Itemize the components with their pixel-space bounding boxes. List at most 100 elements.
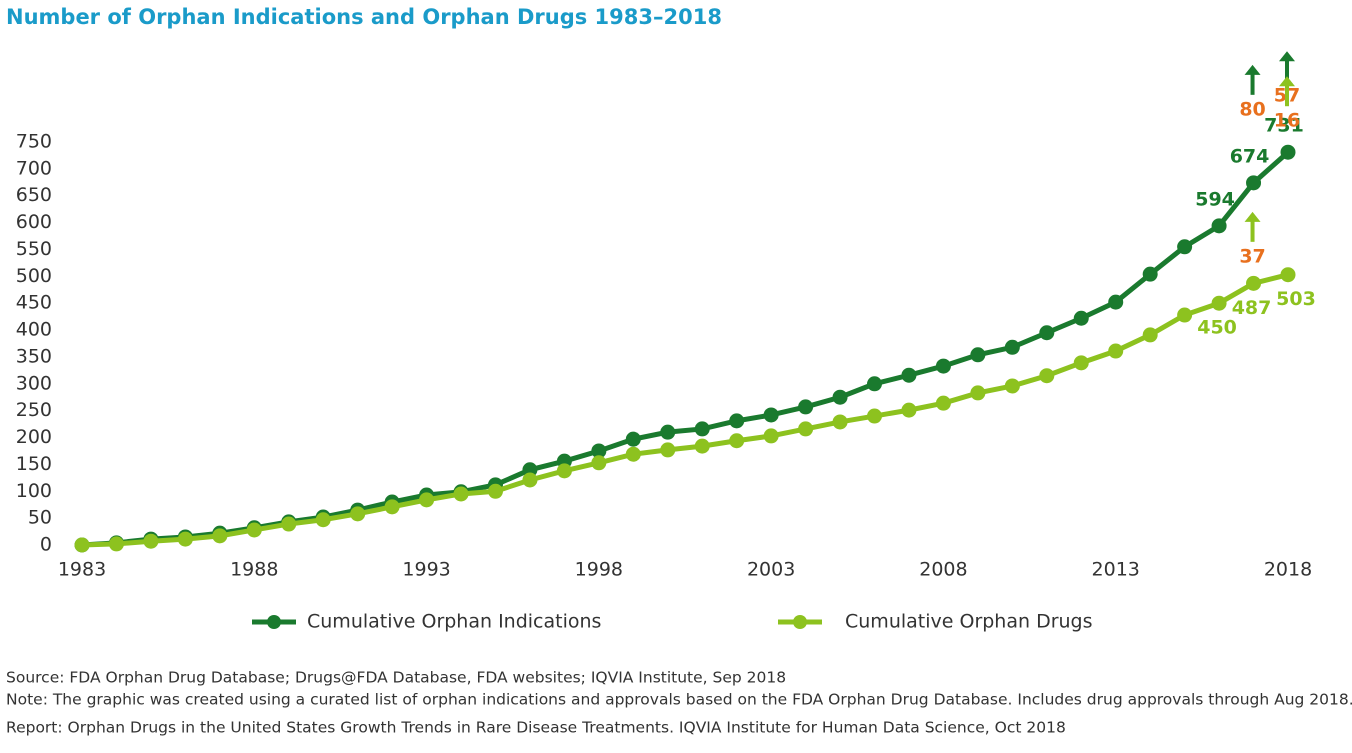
legend-swatch — [793, 615, 807, 629]
point — [901, 367, 917, 383]
series-line — [81, 150, 1290, 548]
x-tick-label: 1983 — [58, 559, 106, 581]
point — [660, 424, 676, 440]
point — [1073, 355, 1089, 371]
point — [1211, 295, 1227, 311]
point — [729, 433, 745, 449]
x-tick-label: 1998 — [575, 559, 623, 581]
x-tick-label: 1993 — [402, 559, 450, 581]
legend-label: Cumulative Orphan Drugs — [845, 611, 1093, 633]
point — [522, 472, 538, 488]
point — [694, 438, 710, 454]
point — [832, 389, 848, 405]
point — [970, 347, 986, 363]
point — [177, 531, 193, 547]
annotation: 80 — [1239, 98, 1265, 120]
point — [74, 537, 90, 553]
point — [315, 512, 331, 528]
y-tick-label: 50 — [28, 507, 52, 529]
data-label: 450 — [1197, 317, 1237, 339]
point — [556, 463, 572, 479]
annotation-arrow — [1244, 64, 1261, 75]
y-tick-label: 400 — [16, 319, 52, 341]
data-label: 594 — [1195, 188, 1235, 210]
point — [453, 486, 469, 502]
data-label: 731 — [1264, 115, 1304, 137]
point — [1280, 267, 1296, 283]
point — [1211, 218, 1227, 234]
point — [1039, 325, 1055, 341]
footnote: Report: Orphan Drugs in the United State… — [6, 719, 1066, 737]
point — [1246, 275, 1262, 291]
point — [1108, 294, 1124, 310]
point — [867, 408, 883, 424]
point — [1177, 239, 1193, 255]
point — [901, 402, 917, 418]
series-line — [81, 272, 1289, 548]
point — [1246, 175, 1262, 191]
data-label: 487 — [1232, 297, 1272, 319]
y-tick-label: 650 — [16, 184, 52, 206]
point — [763, 428, 779, 444]
annotation-arrow — [1279, 76, 1295, 87]
y-tick-label: 700 — [16, 157, 52, 179]
footnote: Source: FDA Orphan Drug Database; Drugs@… — [6, 669, 786, 687]
x-tick-label: 1988 — [230, 559, 278, 581]
point — [935, 395, 951, 411]
point — [832, 414, 848, 430]
point — [660, 442, 676, 458]
point — [591, 443, 607, 459]
point — [867, 376, 883, 392]
point — [212, 528, 228, 544]
annotation-arrow — [1244, 211, 1261, 222]
point — [798, 399, 814, 415]
data-label: 503 — [1276, 288, 1316, 310]
y-tick-label: 100 — [16, 480, 52, 502]
y-tick-label: 750 — [16, 131, 52, 153]
annotation-arrow — [1279, 51, 1295, 62]
legend-swatch — [267, 615, 281, 629]
point — [798, 421, 814, 437]
point — [419, 492, 435, 508]
point — [970, 385, 986, 401]
y-tick-label: 300 — [16, 372, 52, 394]
y-tick-label: 200 — [16, 426, 52, 448]
point — [1142, 327, 1158, 343]
y-tick-label: 250 — [16, 399, 52, 421]
point — [350, 506, 366, 522]
point — [1177, 307, 1193, 323]
point — [1039, 368, 1055, 384]
point — [729, 413, 745, 429]
point — [246, 522, 262, 538]
data-label: 674 — [1230, 145, 1270, 167]
point — [281, 516, 297, 532]
point — [487, 483, 503, 499]
point — [1280, 144, 1296, 160]
y-tick-label: 500 — [16, 265, 52, 287]
point — [935, 358, 951, 374]
chart-title: Number of Orphan Indications and Orphan … — [6, 5, 722, 29]
point — [143, 533, 159, 549]
point — [1142, 266, 1158, 282]
point — [1108, 343, 1124, 359]
y-tick-label: 600 — [16, 211, 52, 233]
point — [1073, 310, 1089, 326]
y-tick-label: 550 — [16, 238, 52, 260]
point — [1004, 339, 1020, 355]
point — [625, 431, 641, 447]
point — [1004, 378, 1020, 394]
annotation: 16 — [1274, 110, 1300, 132]
y-tick-label: 150 — [16, 453, 52, 475]
x-tick-label: 2018 — [1264, 559, 1312, 581]
point — [625, 446, 641, 462]
point — [384, 499, 400, 515]
y-tick-label: 350 — [16, 345, 52, 367]
point — [694, 421, 710, 437]
x-tick-label: 2003 — [747, 559, 795, 581]
y-tick-label: 450 — [16, 292, 52, 314]
footnote: Note: The graphic was created using a cu… — [6, 691, 1352, 709]
x-tick-label: 2008 — [919, 559, 967, 581]
x-tick-label: 2013 — [1092, 559, 1140, 581]
point — [591, 455, 607, 471]
